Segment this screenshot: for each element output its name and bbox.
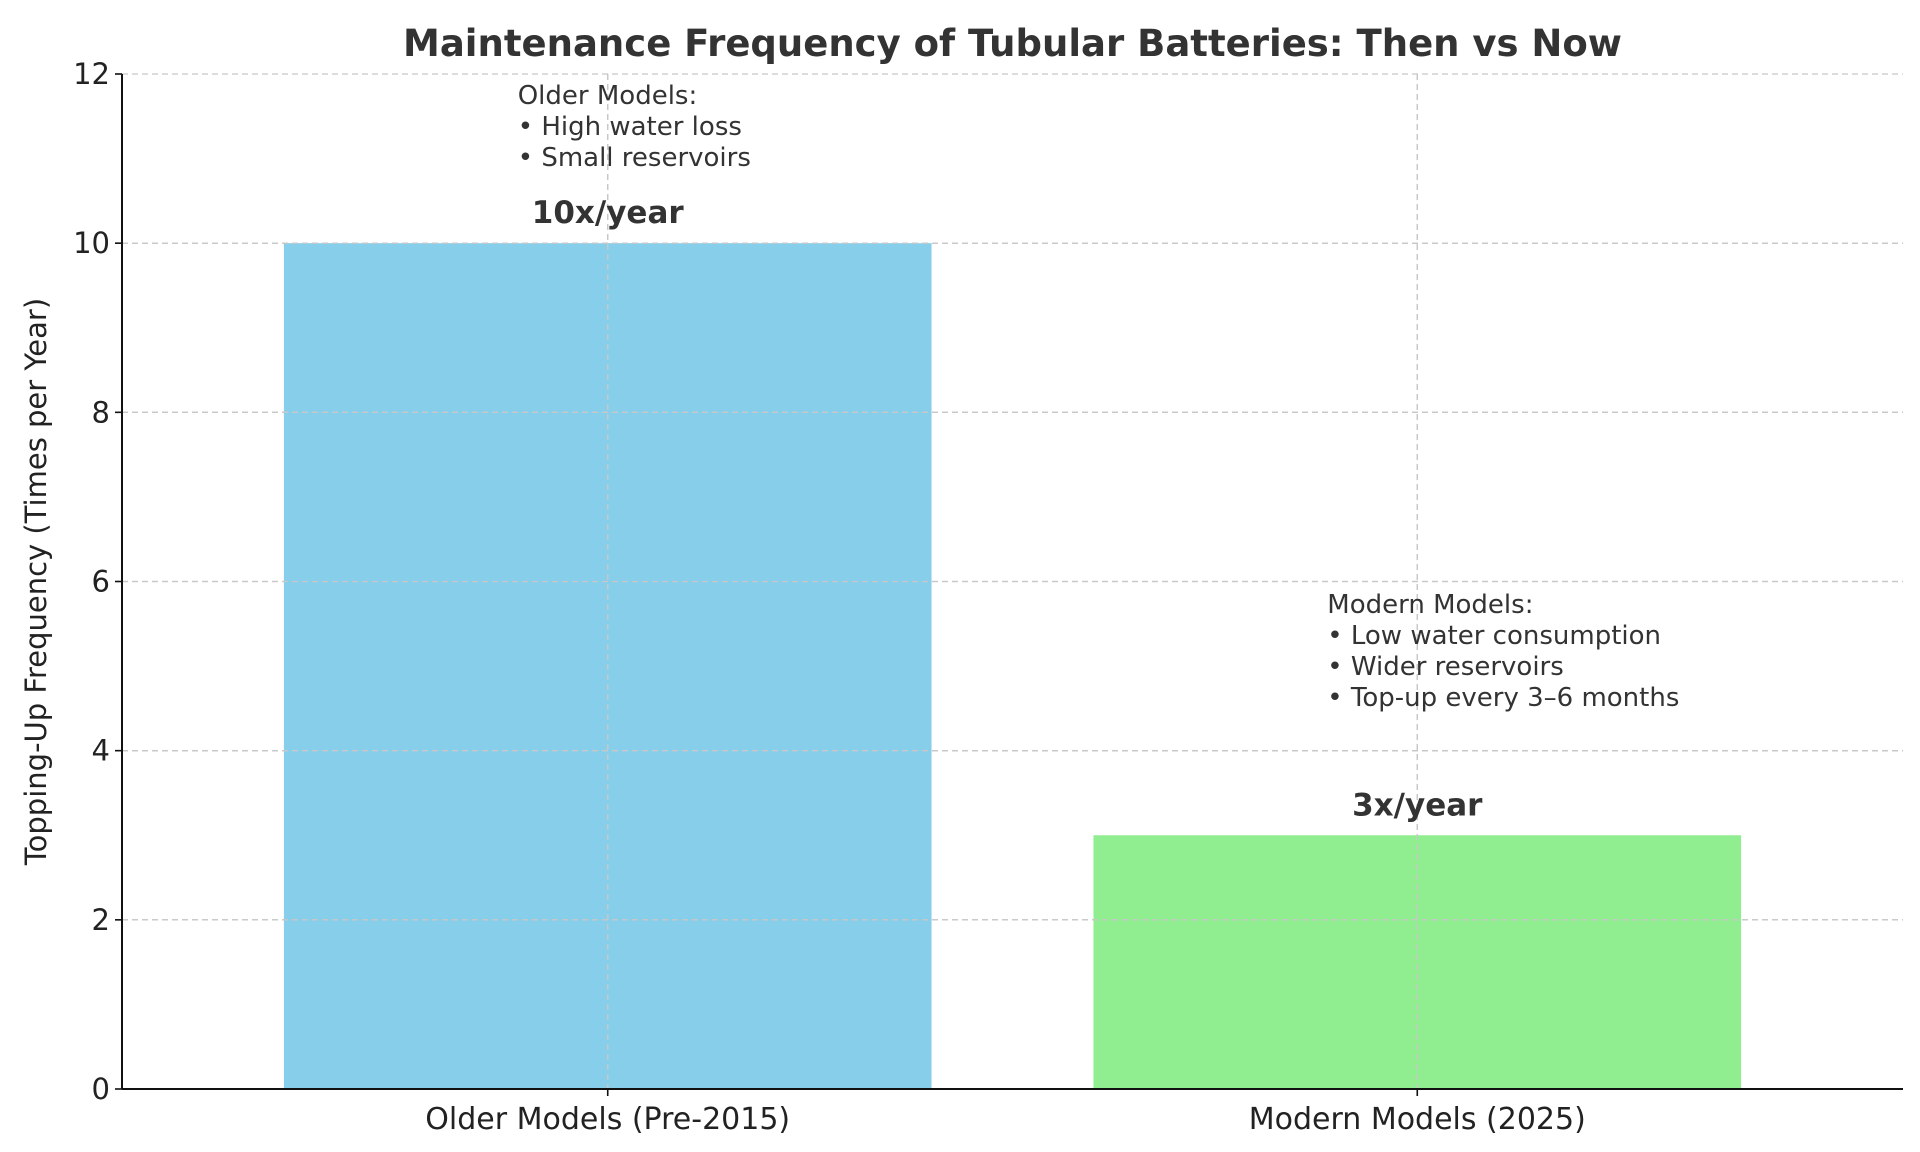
y-tick-label: 2 [92, 903, 110, 937]
y-axis-label: Topping-Up Frequency (Times per Year) [19, 298, 53, 866]
x-tick-label: Modern Models (2025) [1249, 1102, 1586, 1137]
annotation-line: • High water loss [518, 112, 742, 142]
labels: 0 2 4 6 8 10 12 Older Models (Pre-2015) Modern M… [73, 57, 1679, 1137]
annotation-line: • Small reservoirs [518, 143, 751, 173]
bar-modern-models [1093, 835, 1742, 1089]
y-tick-label: 10 [73, 226, 110, 260]
annotation-line: Modern Models: [1327, 590, 1533, 620]
bar-data-label: 10x/year [532, 195, 685, 231]
annotation-line: • Wider reservoirs [1327, 652, 1564, 682]
y-tick-label: 6 [92, 565, 110, 599]
axes [115, 73, 1903, 1096]
chart-title: Maintenance Frequency of Tubular Batteri… [403, 22, 1622, 65]
y-tick-label: 8 [92, 395, 110, 429]
annotation-line: • Low water consumption [1327, 621, 1661, 651]
annotation-line: Older Models: [518, 81, 698, 111]
x-tick-label: Older Models (Pre-2015) [425, 1102, 790, 1137]
annotation-line: • Top-up every 3–6 months [1327, 683, 1679, 713]
y-tick-label: 4 [92, 734, 110, 768]
bars [122, 74, 1903, 1089]
bar-data-label: 3x/year [1352, 787, 1483, 823]
y-tick-label: 12 [73, 57, 110, 91]
y-tick-label: 0 [92, 1072, 110, 1106]
